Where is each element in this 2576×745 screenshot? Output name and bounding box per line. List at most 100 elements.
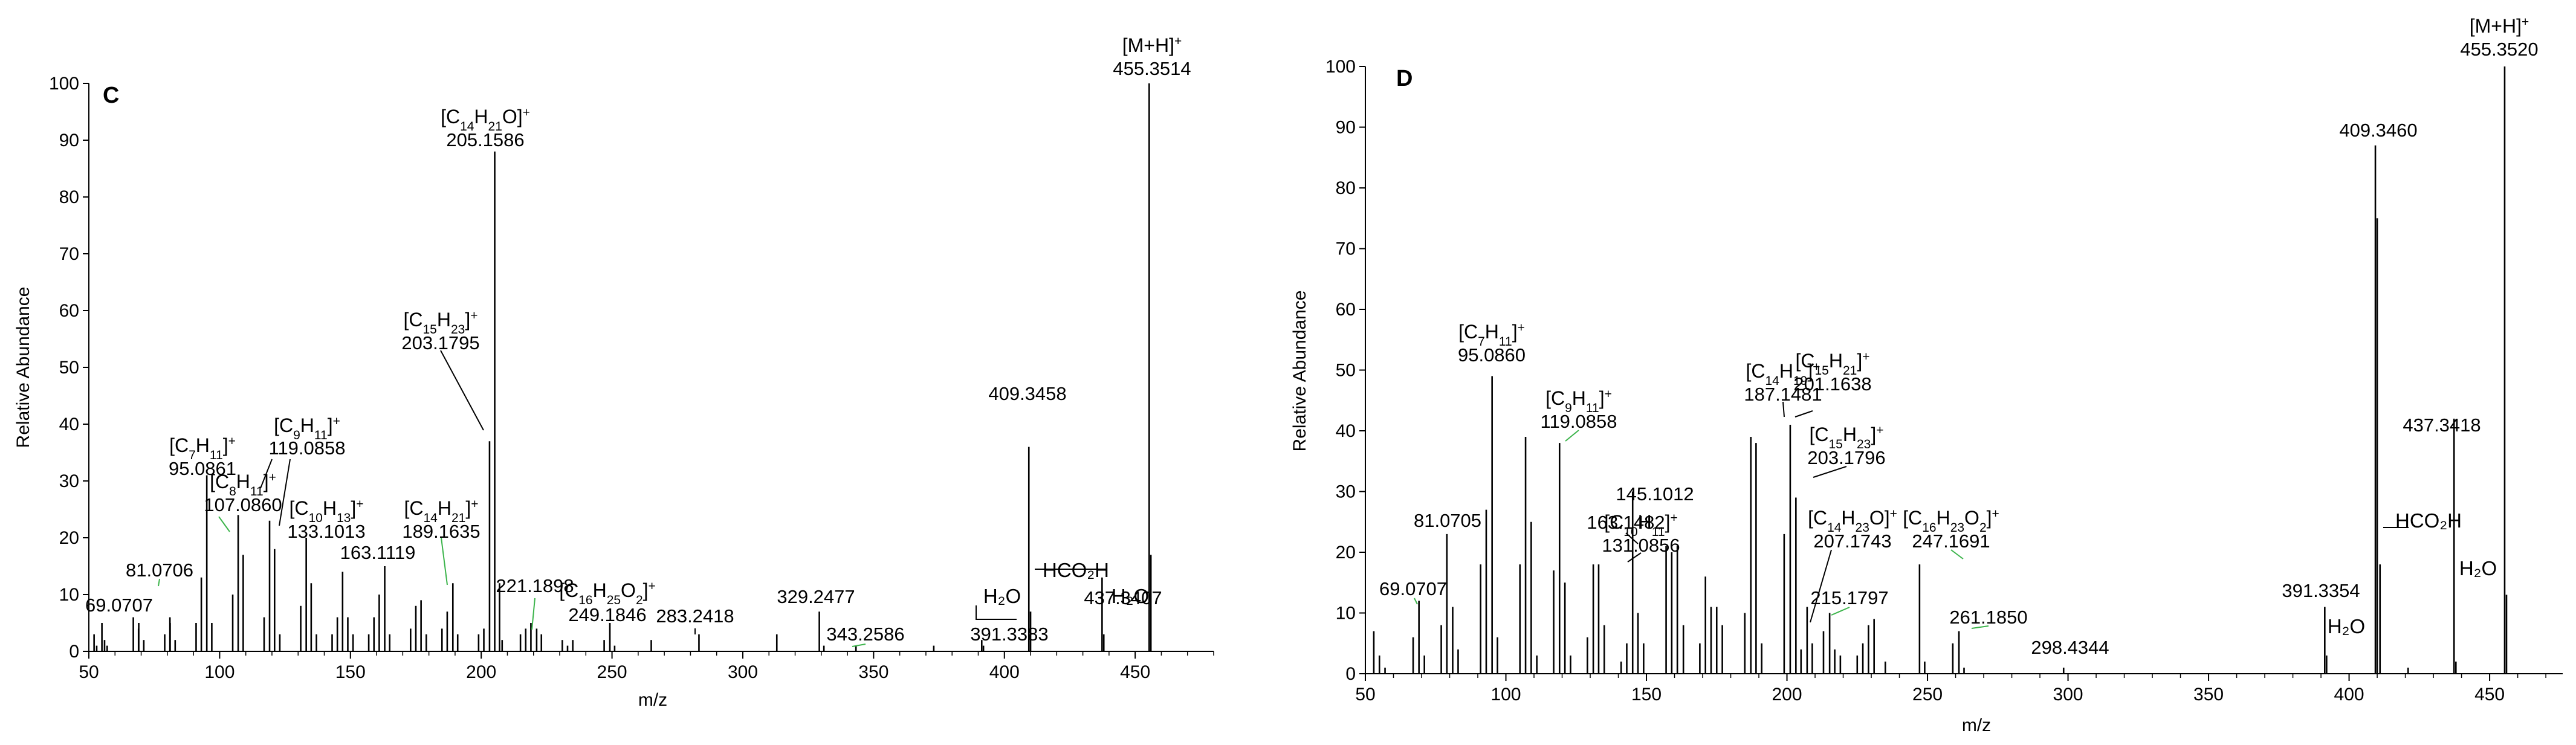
label-leader-line: [1971, 625, 1989, 629]
x-tick-label: 50: [79, 662, 99, 682]
y-tick-label: 10: [59, 585, 79, 605]
peak-mass-label: 203.1796: [1807, 447, 1885, 468]
neutral-loss-label: H₂O: [983, 585, 1021, 607]
peak-mass-label: 261.1850: [1949, 607, 2027, 628]
label-leader-line: [531, 598, 536, 630]
x-tick-label: 200: [466, 662, 496, 682]
y-tick-label: 10: [1336, 604, 1356, 624]
neutral-loss-label: H₂O: [1112, 585, 1149, 607]
label-leader-line: [218, 516, 230, 532]
label-leader-line: [279, 459, 291, 526]
label-leader-line: [1414, 598, 1418, 605]
ion-formula-label: [C10H13]+: [290, 497, 364, 525]
label-leader-line: [852, 643, 866, 647]
peak-mass-label: 391.3383: [970, 624, 1048, 645]
ion-formula-label: [C14H23O]+: [1808, 507, 1897, 535]
label-leader-line: [1950, 549, 1964, 560]
peak-mass-label: 455.3520: [2460, 39, 2538, 60]
ion-formula-label: [C7H11]+: [169, 434, 236, 462]
peak-mass-label: 133.1013: [287, 521, 365, 542]
y-tick-label: 80: [1336, 178, 1356, 198]
peak-mass-label: 215.1797: [1810, 587, 1888, 608]
ion-formula-label: [C15H21]+: [1796, 350, 1870, 378]
neutral-loss-label: HCO₂H: [2395, 509, 2462, 532]
x-tick-label: 350: [858, 662, 888, 682]
ion-formula-label: [M+H]+: [1122, 34, 1182, 57]
x-tick-label: 150: [335, 662, 366, 682]
peak-mass-label: 119.0858: [1541, 411, 1617, 432]
neutral-loss-label: H₂O: [2459, 557, 2497, 579]
x-axis-title: m/z: [638, 690, 667, 710]
y-tick-label: 90: [1336, 118, 1356, 138]
label-leader-line: [1625, 532, 1639, 544]
peak-mass-label: 201.1638: [1793, 373, 1871, 395]
x-tick-label: 400: [2334, 685, 2364, 705]
x-tick-label: 450: [1120, 662, 1150, 682]
peak-mass-label: 69.0707: [1379, 578, 1447, 599]
ion-formula-label: [C14H21]+: [404, 497, 479, 525]
ion-formula-label: [C8H11]+: [210, 471, 276, 498]
y-tick-label: 70: [59, 244, 79, 264]
y-tick-label: 70: [1336, 239, 1356, 259]
x-tick-label: 100: [204, 662, 235, 682]
y-axis-title: Relative Abundance: [13, 287, 33, 448]
y-tick-label: 30: [59, 471, 79, 491]
peak-mass-label: 119.0858: [269, 437, 346, 459]
peak-mass-label: 145.1012: [1616, 483, 1694, 505]
y-tick-label: 20: [1336, 543, 1356, 563]
peak-mass-label: 329.2477: [777, 586, 855, 607]
label-leader-line: [1831, 607, 1850, 616]
x-tick-label: 200: [1772, 685, 1802, 705]
y-tick-label: 0: [69, 642, 79, 662]
ion-formula-label: [C9H11]+: [274, 414, 340, 442]
y-tick-label: 100: [49, 74, 79, 94]
peak-mass-label: 249.1846: [568, 604, 646, 625]
label-leader-line: [1813, 466, 1847, 478]
peak-mass-label: 437.3418: [2403, 414, 2481, 436]
label-leader-line: [1794, 410, 1813, 418]
y-tick-label: 30: [1336, 482, 1356, 502]
peak-mass-label: 81.0705: [1414, 510, 1481, 531]
neutral-loss-label: HCO₂H: [1043, 559, 1109, 581]
label-leader-line: [440, 350, 484, 431]
y-tick-label: 0: [1345, 664, 1356, 684]
peak-mass-label: 205.1586: [446, 129, 524, 150]
x-tick-label: 450: [2474, 685, 2505, 705]
peak-mass-label: 343.2586: [826, 624, 904, 645]
ion-formula-label: [C16H23O2]+: [1903, 507, 1999, 535]
label-leader-line: [441, 537, 448, 585]
y-tick-label: 60: [1336, 300, 1356, 320]
peak-mass-label: 247.1691: [1912, 531, 1990, 552]
x-tick-label: 300: [2053, 685, 2083, 705]
peak-mass-label: 95.0860: [1458, 344, 1526, 366]
peak-mass-label: 409.3460: [2339, 120, 2417, 141]
peak-mass-label: 455.3514: [1113, 58, 1191, 79]
ion-formula-label: [C10H11]+: [1604, 511, 1677, 539]
spectrum-panel-c: 0 10 20 30 40 50 60 70 80 90 100 50 100 150 200 250 300 3…: [13, 34, 1214, 710]
label-leader-line: [158, 578, 160, 587]
neutral-loss-bracket: [976, 605, 1017, 620]
y-tick-label: 80: [59, 187, 79, 207]
peak-mass-label: 391.3354: [2282, 580, 2360, 601]
ion-formula-label: [C14H19]+: [1746, 360, 1820, 388]
ion-formula-label: [C15H23]+: [404, 309, 478, 337]
spectrum-panel-d: 0 10 20 30 40 50 60 70 80 90 100 50 100 150 200 250 300 3…: [1290, 15, 2563, 735]
y-tick-label: 50: [59, 358, 79, 378]
y-tick-label: 40: [1336, 421, 1356, 441]
y-tick-label: 90: [59, 131, 79, 150]
peak-mass-label: 69.0707: [85, 595, 153, 616]
y-tick-label: 60: [59, 301, 79, 321]
x-tick-label: 150: [1631, 685, 1662, 705]
peak-mass-label: 131.0856: [1602, 535, 1680, 556]
ion-formula-label: [C15H23]+: [1810, 424, 1884, 451]
x-axis-title: m/z: [1962, 715, 1991, 735]
x-tick-label: 250: [1912, 685, 1943, 705]
peak-mass-label: 207.1743: [1813, 531, 1891, 552]
ion-formula-label: [C16H25O2]+: [559, 579, 656, 607]
x-tick-label: 50: [1355, 685, 1375, 705]
peak-mass-label: 95.0861: [169, 458, 236, 479]
label-leader-line: [1810, 549, 1832, 623]
peak-mass-label: 221.1898: [496, 575, 574, 596]
peak-mass-label: 298.4344: [2031, 637, 2109, 658]
